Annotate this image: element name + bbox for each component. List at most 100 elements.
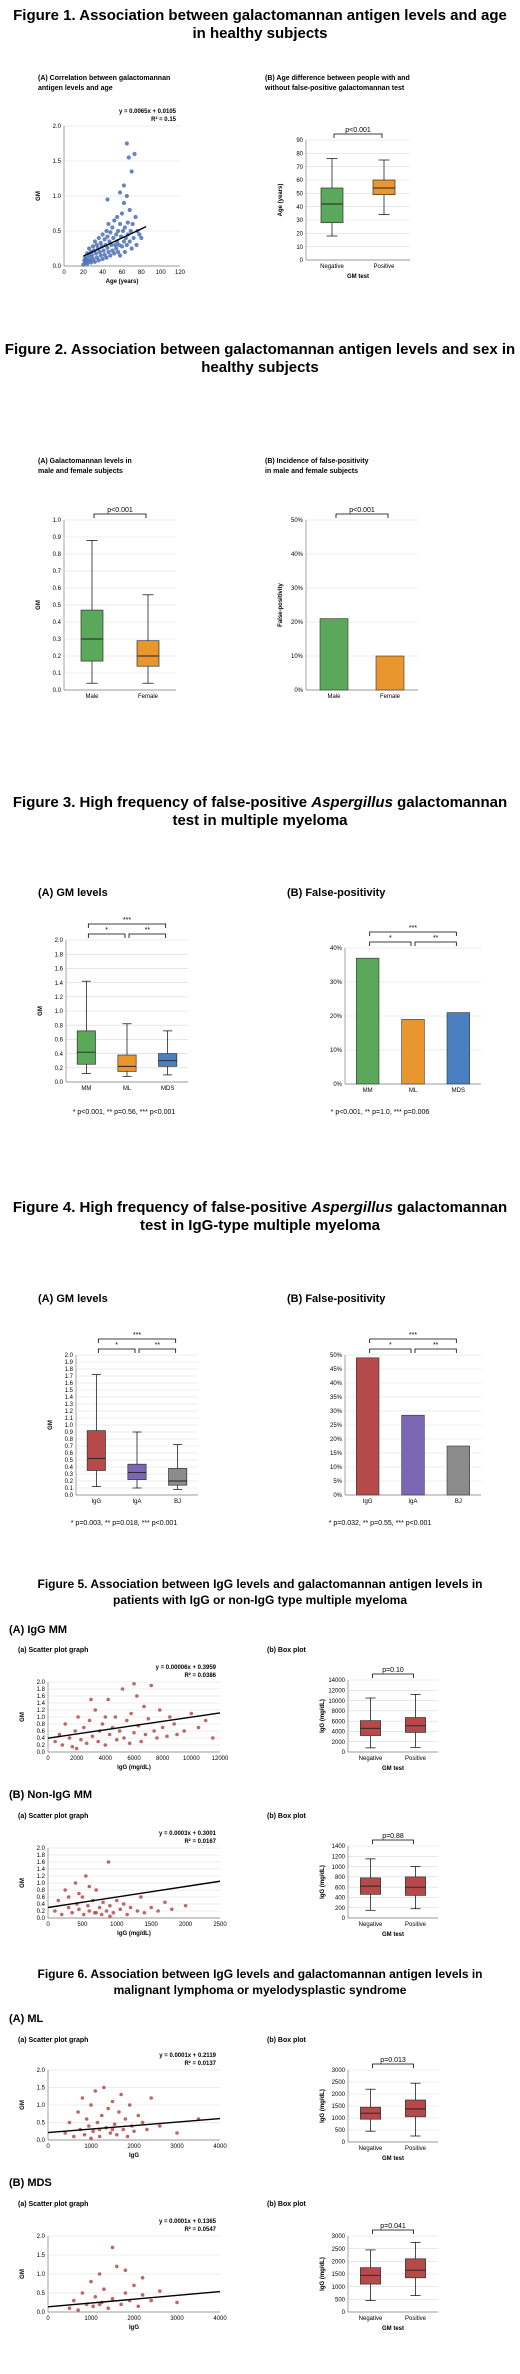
data-point xyxy=(160,1725,165,1730)
x-tick-label: 6000 xyxy=(127,1756,141,1762)
chart-fig5Ba: 0.00.20.40.60.81.01.21.41.61.82.0 GM 0 500 1… xyxy=(20,1831,227,1937)
figure-title-segment: healthy subjects xyxy=(201,359,319,376)
y-tick-label: 0.8 xyxy=(37,1722,46,1728)
x-tick-label: 100 xyxy=(156,270,167,276)
data-point xyxy=(93,2295,98,2299)
y-tick-label: 1000 xyxy=(332,2285,346,2291)
data-point xyxy=(67,2306,72,2310)
y-tick-label: 0 xyxy=(342,1916,346,1922)
figure-title-segment: Figure 2. Association between galactoman… xyxy=(5,341,515,358)
category-label: ML xyxy=(409,1088,418,1094)
panel-label: (B) False-positivity xyxy=(287,887,386,899)
y-tick-label: 2.0 xyxy=(55,938,64,944)
y-tick-label: 1.5 xyxy=(53,159,62,165)
y-tick-label: 0.7 xyxy=(53,569,62,575)
x-tick-label: 2500 xyxy=(213,1922,227,1928)
data-point xyxy=(149,2298,153,2303)
bar-igg xyxy=(356,1357,380,1496)
x-tick-label: 1000 xyxy=(110,1922,124,1928)
y-tick-label: 0.4 xyxy=(37,1902,46,1908)
data-point xyxy=(121,2127,126,2132)
y-axis-label: False-positivity xyxy=(278,583,284,627)
x-axis-label: IgG xyxy=(129,2325,139,2331)
data-point xyxy=(106,2306,110,2310)
data-point xyxy=(142,1910,147,1915)
y-tick-label: 35% xyxy=(330,1395,343,1401)
data-point xyxy=(87,1884,92,1889)
data-point xyxy=(70,1910,74,1915)
x-tick-label: 4000 xyxy=(213,2144,227,2150)
r-squared: R² = 0.0167 xyxy=(184,1838,216,1845)
y-tick-label: 2.0 xyxy=(65,1353,74,1359)
data-point xyxy=(89,253,95,258)
data-point xyxy=(115,2132,119,2137)
figure-title-segment: test in IgG-type multiple myeloma xyxy=(140,1217,381,1234)
y-tick-label: 50% xyxy=(291,518,304,524)
data-point xyxy=(98,240,103,245)
trend-line xyxy=(47,1880,221,1909)
y-tick-label: 2000 xyxy=(332,2092,346,2098)
data-point xyxy=(107,239,112,244)
section-label: (A) IgG MM xyxy=(9,1624,67,1636)
y-tick-label: 0 xyxy=(342,2140,346,2146)
y-tick-label: 0.0 xyxy=(65,1493,74,1499)
y-tick-label: 0% xyxy=(333,1493,342,1499)
significance-bracket xyxy=(369,941,412,946)
box-positive xyxy=(405,2258,426,2279)
data-point xyxy=(87,246,92,251)
data-point xyxy=(76,2110,80,2114)
y-axis-label: GM xyxy=(20,2100,26,2110)
data-point xyxy=(158,2289,162,2293)
data-point xyxy=(60,1743,65,1747)
bar-male xyxy=(319,618,349,691)
data-point xyxy=(66,1905,71,1910)
data-point xyxy=(96,1739,100,1744)
significance-bracket xyxy=(414,941,457,946)
y-tick-label: 0.6 xyxy=(55,1038,64,1044)
data-point xyxy=(124,242,129,248)
data-point xyxy=(119,2302,123,2307)
data-point xyxy=(100,256,105,262)
significance-label: p=0.041 xyxy=(380,2223,406,2230)
data-point xyxy=(117,221,123,227)
y-axis-label: IgG (mg/dL) xyxy=(320,1699,326,1733)
y-tick-label: 1.1 xyxy=(65,1416,74,1422)
x-tick-label: 4000 xyxy=(99,1756,113,1762)
box-ml xyxy=(117,1054,137,1072)
data-point xyxy=(128,1905,133,1910)
category-label: Female xyxy=(138,694,159,700)
box-mm xyxy=(76,1030,96,1065)
figure-title-segment: Figure 5. Association between IgG levels… xyxy=(37,1577,482,1591)
data-point xyxy=(87,1718,92,1723)
significance-label: *** xyxy=(409,1332,417,1339)
data-point xyxy=(53,1739,57,1744)
figure-title: healthy subjects xyxy=(201,359,319,376)
y-tick-label: 14000 xyxy=(328,1678,345,1684)
y-tick-label: 1.9 xyxy=(65,1360,74,1366)
category-label: MM xyxy=(81,1086,91,1092)
data-point xyxy=(72,2134,76,2139)
significance-bracket xyxy=(93,513,147,518)
y-tick-label: 0.0 xyxy=(37,2310,46,2316)
significance-label: ** xyxy=(433,935,439,942)
data-point xyxy=(117,2110,121,2114)
data-point xyxy=(105,234,110,239)
y-tick-label: 1.8 xyxy=(65,1367,74,1373)
trend-equation: y = 0.0001x + 0.2119 xyxy=(159,2053,216,2059)
significance-bracket xyxy=(333,133,383,138)
y-tick-label: 90 xyxy=(296,138,303,144)
y-tick-label: 45% xyxy=(330,1367,343,1373)
footnote: * p<0.001, ** p=1.0, *** p=0.006 xyxy=(331,1109,430,1116)
data-point xyxy=(102,237,107,242)
trend-line xyxy=(47,2290,221,2308)
significance-label: *** xyxy=(409,925,417,932)
data-point xyxy=(84,1874,88,1878)
y-tick-label: 500 xyxy=(335,2128,346,2134)
data-point xyxy=(88,260,94,265)
data-point xyxy=(84,1741,89,1746)
y-tick-label: 0 xyxy=(342,2310,346,2316)
trend-line xyxy=(47,2117,221,2134)
x-tick-label: 2000 xyxy=(179,1922,193,1928)
trend-equation: y = 0.0065x + 0.0105 xyxy=(119,109,177,115)
data-point xyxy=(111,1910,116,1915)
